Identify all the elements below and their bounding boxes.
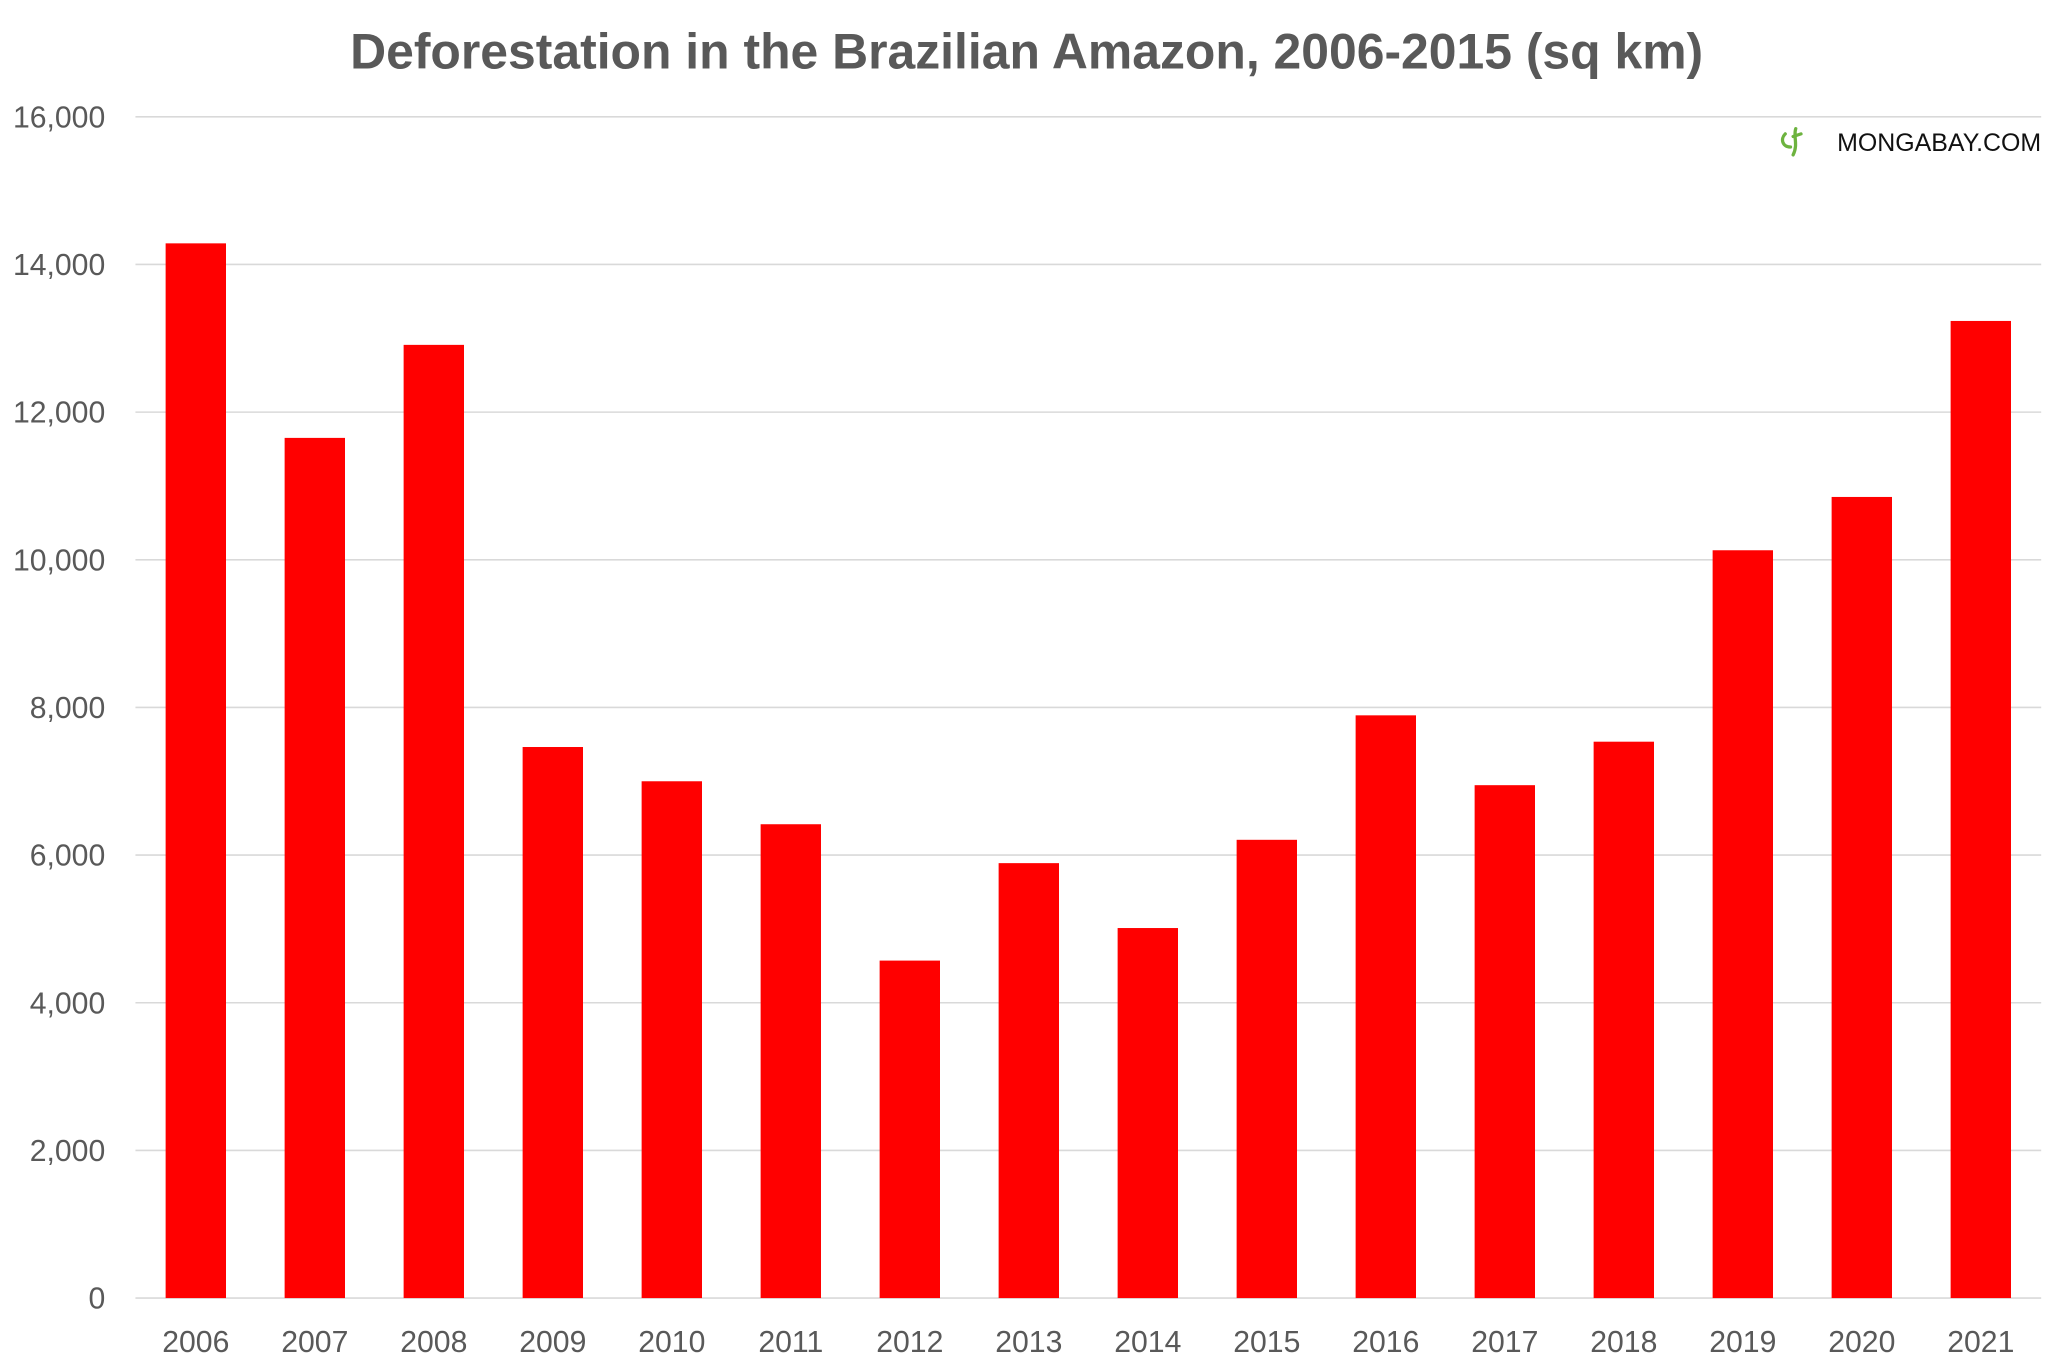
y-tick-label: 14,000 bbox=[13, 249, 105, 282]
x-tick-label: 2006 bbox=[162, 1326, 229, 1359]
x-tick-label: 2017 bbox=[1471, 1326, 1538, 1359]
x-tick-label: 2007 bbox=[281, 1326, 348, 1359]
x-tick-label: 2016 bbox=[1352, 1326, 1419, 1359]
x-tick-label: 2009 bbox=[519, 1326, 586, 1359]
x-tick-label: 2011 bbox=[758, 1326, 823, 1359]
x-tick-label: 2008 bbox=[400, 1326, 467, 1359]
mongabay-logo: MONGABAY.COM bbox=[1780, 126, 2041, 157]
x-tick-label: 2014 bbox=[1114, 1326, 1181, 1359]
x-tick-label: 2018 bbox=[1590, 1326, 1657, 1359]
bar-2012 bbox=[879, 960, 940, 1299]
bar-2018 bbox=[1593, 741, 1654, 1299]
y-tick-label: 16,000 bbox=[13, 101, 105, 134]
bar-2016 bbox=[1355, 715, 1416, 1299]
x-tick-label: 2015 bbox=[1233, 1326, 1300, 1359]
y-tick-label: 2,000 bbox=[30, 1135, 106, 1168]
x-tick-label: 2012 bbox=[876, 1326, 943, 1359]
bar-2010 bbox=[641, 781, 702, 1299]
y-tick-label: 12,000 bbox=[13, 397, 105, 430]
x-tick-label: 2019 bbox=[1709, 1326, 1776, 1359]
y-axis: 0 2,000 4,000 6,000 8,000 10,000 12,000 14,000 1… bbox=[13, 101, 105, 1315]
y-tick-label: 6,000 bbox=[30, 840, 106, 873]
bar-2015 bbox=[1236, 839, 1297, 1299]
bar-2017 bbox=[1474, 785, 1535, 1299]
y-tick-label: 8,000 bbox=[30, 692, 106, 725]
y-tick-label: 0 bbox=[88, 1283, 105, 1316]
bar-2007 bbox=[284, 437, 346, 1299]
x-axis: 2006 2007 2008 2009 2010 2011 2012 2013 2014 2015… bbox=[162, 1326, 2014, 1359]
bar-2009 bbox=[522, 747, 583, 1299]
x-tick-label: 2020 bbox=[1828, 1326, 1895, 1359]
lizard-icon bbox=[1780, 126, 1803, 157]
bar-2011 bbox=[760, 824, 821, 1299]
x-tick-label: 2010 bbox=[638, 1326, 705, 1359]
y-tick-label: 10,000 bbox=[13, 544, 105, 577]
bar-2006 bbox=[165, 243, 226, 1299]
chart-title: Deforestation in the Brazilian Amazon, 2… bbox=[350, 23, 1703, 79]
bar-2020 bbox=[1831, 496, 1892, 1299]
x-tick-label: 2013 bbox=[995, 1326, 1062, 1359]
bar-2013 bbox=[998, 863, 1059, 1299]
bar-2021 bbox=[1950, 320, 2011, 1299]
y-tick-label: 4,000 bbox=[30, 987, 106, 1020]
watermark-text: MONGABAY.COM bbox=[1837, 129, 2041, 157]
bar-2014 bbox=[1117, 928, 1178, 1299]
x-tick-label: 2021 bbox=[1947, 1326, 2014, 1359]
bars bbox=[165, 243, 2011, 1299]
bar-2008 bbox=[403, 344, 464, 1299]
bar-2019 bbox=[1712, 550, 1773, 1299]
